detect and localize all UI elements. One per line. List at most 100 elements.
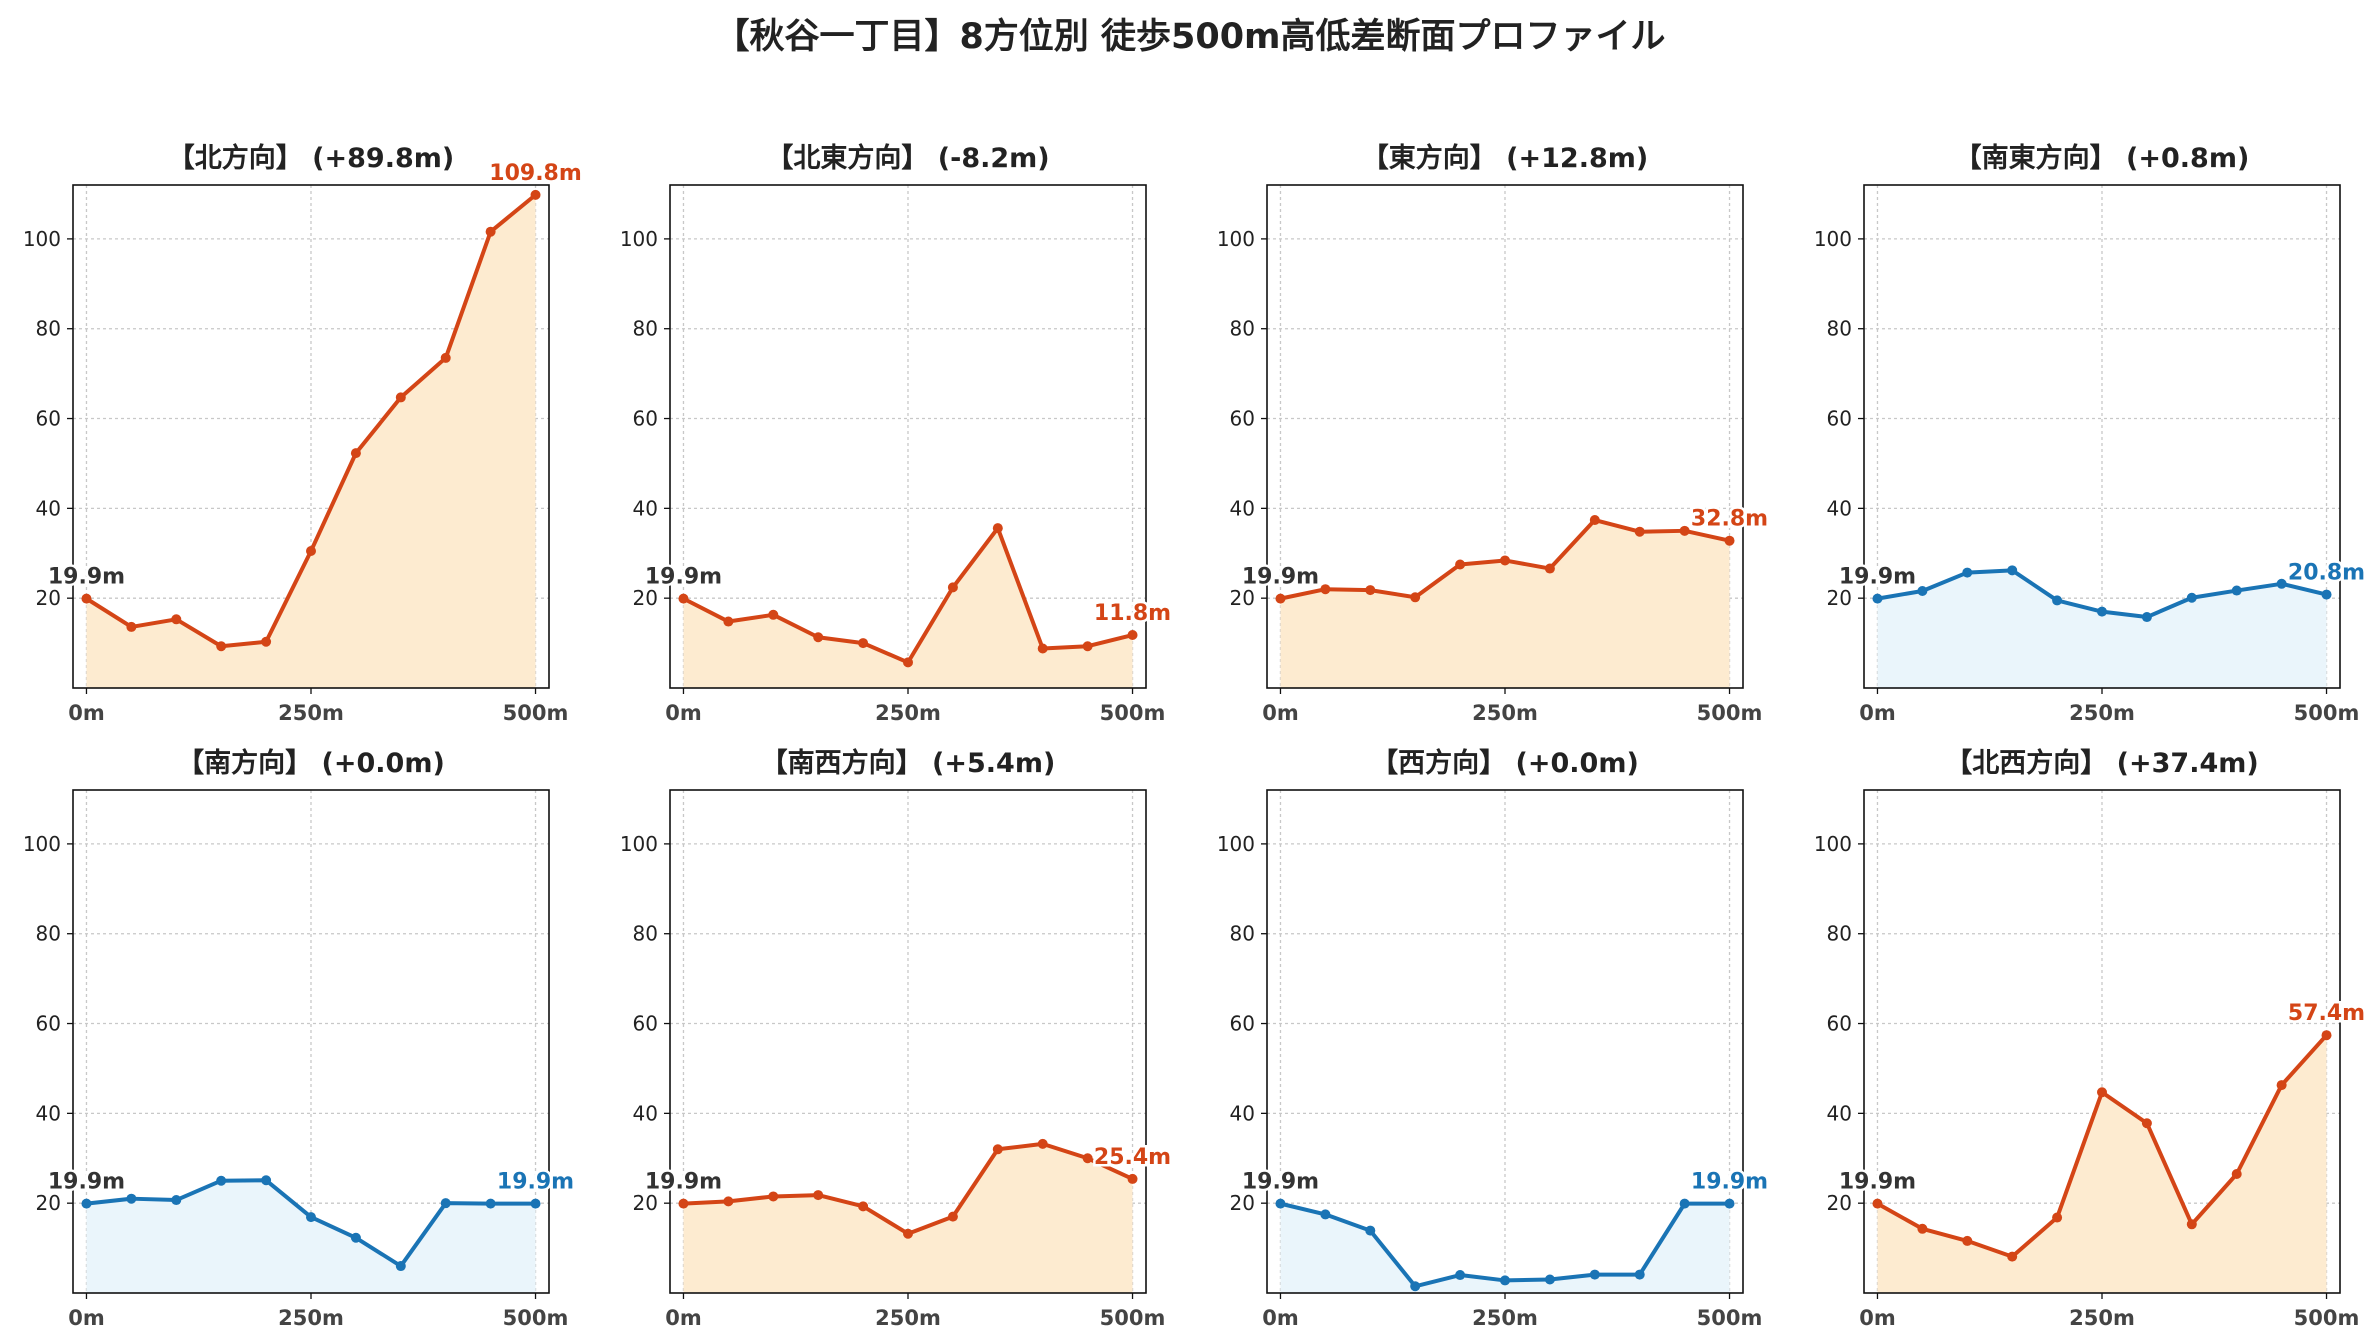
chart-panel-0: 20 40 60 80 100 0m 250m 500m 【北方向】 (+89.8m) 19.9m… xyxy=(23,142,584,725)
x-tick-label: 0m xyxy=(665,701,702,725)
chart-panel-4: 20 40 60 80 100 0m 250m 500m 【南方向】 (+0.0m) 19.9m 1… xyxy=(23,747,577,1330)
data-point xyxy=(678,593,689,604)
data-point xyxy=(768,1191,779,1202)
x-tick-label: 250m xyxy=(1472,701,1538,725)
data-point xyxy=(485,226,496,237)
data-point xyxy=(1962,1235,1973,1246)
end-value-label: 19.9m xyxy=(497,1170,574,1195)
data-point xyxy=(1634,1269,1645,1280)
x-tick-label: 500m xyxy=(1100,701,1166,725)
y-tick-label: 100 xyxy=(1217,832,1255,856)
data-point xyxy=(306,546,316,557)
x-tick-label: 0m xyxy=(68,701,105,725)
data-point xyxy=(678,1198,689,1209)
data-point xyxy=(2007,1251,2018,1262)
data-point xyxy=(1037,643,1048,654)
y-tick-label: 60 xyxy=(1827,407,1852,431)
data-point xyxy=(1679,1198,1690,1209)
subplot-title: 【北方向】 (+89.8m) xyxy=(168,142,454,174)
subplot-title: 【南方向】 (+0.0m) xyxy=(177,747,445,779)
chart-panel-2: 20 40 60 80 100 0m 250m 500m 【東方向】 (+12.8m) 19.9m… xyxy=(1217,142,1771,725)
x-tick-label: 0m xyxy=(1262,1306,1299,1330)
start-value-label: 19.9m xyxy=(48,1170,125,1195)
x-tick-label: 500m xyxy=(1100,1306,1166,1330)
data-point xyxy=(1410,1281,1421,1292)
data-point xyxy=(216,641,227,652)
y-tick-label: 60 xyxy=(36,407,61,431)
data-point xyxy=(1082,1153,1093,1164)
x-tick-label: 500m xyxy=(1697,701,1763,725)
y-tick-label: 100 xyxy=(23,832,61,856)
data-point xyxy=(903,657,913,668)
area-fill xyxy=(683,1143,1133,1293)
y-tick-label: 100 xyxy=(1814,227,1852,251)
x-tick-label: 0m xyxy=(68,1306,105,1330)
data-point xyxy=(903,1228,913,1239)
data-point xyxy=(1544,1274,1555,1285)
y-tick-label: 60 xyxy=(1230,1012,1255,1036)
area-fill xyxy=(1280,520,1730,688)
x-tick-label: 250m xyxy=(2069,701,2135,725)
chart-panel-6: 20 40 60 80 100 0m 250m 500m 【西方向】 (+0.0m) 19.9m 1… xyxy=(1217,747,1771,1330)
subplot-title: 【北西方向】 (+37.4m) xyxy=(1945,747,2258,779)
data-point xyxy=(1962,567,1973,578)
x-tick-label: 0m xyxy=(1262,701,1299,725)
data-point xyxy=(2007,565,2018,576)
x-tick-label: 500m xyxy=(2294,701,2360,725)
y-tick-label: 20 xyxy=(36,1191,61,1215)
y-tick-label: 80 xyxy=(633,922,658,946)
x-tick-label: 500m xyxy=(503,701,569,725)
data-point xyxy=(306,1212,316,1223)
data-point xyxy=(1724,1198,1735,1209)
data-point xyxy=(992,1144,1003,1155)
x-tick-label: 250m xyxy=(875,1306,941,1330)
data-point xyxy=(1724,535,1735,546)
data-point xyxy=(1500,1275,1510,1286)
data-point xyxy=(768,609,779,620)
end-value-label: 11.8m xyxy=(1094,601,1171,626)
data-point xyxy=(81,1198,92,1209)
area-fill xyxy=(1877,570,2327,688)
data-point xyxy=(126,1193,137,1204)
subplot-title: 【東方向】 (+12.8m) xyxy=(1362,142,1648,174)
y-tick-label: 20 xyxy=(633,1191,658,1215)
subplot-title: 【南西方向】 (+5.4m) xyxy=(761,747,1056,779)
data-point xyxy=(1320,1209,1331,1220)
start-value-label: 19.9m xyxy=(1839,565,1916,590)
end-value-label: 20.8m xyxy=(2288,561,2365,586)
x-tick-label: 250m xyxy=(278,701,344,725)
data-point xyxy=(723,1196,734,1207)
y-tick-label: 20 xyxy=(1827,586,1852,610)
end-value-label: 32.8m xyxy=(1691,507,1768,532)
data-point xyxy=(216,1175,227,1186)
data-point xyxy=(1679,525,1690,536)
data-point xyxy=(485,1198,496,1209)
data-point xyxy=(858,1201,869,1212)
area-fill xyxy=(1280,1203,1730,1293)
data-point xyxy=(813,1190,824,1201)
area-fill xyxy=(683,528,1133,688)
data-point xyxy=(171,1195,182,1206)
y-tick-label: 20 xyxy=(1230,586,1255,610)
data-point xyxy=(1589,1269,1600,1280)
data-point xyxy=(2097,606,2107,617)
y-tick-label: 40 xyxy=(1230,1101,1255,1125)
start-value-label: 19.9m xyxy=(1242,1170,1319,1195)
data-point xyxy=(992,523,1003,534)
data-point xyxy=(440,1198,451,1209)
data-point xyxy=(530,189,541,200)
data-point xyxy=(350,1232,361,1243)
x-tick-label: 250m xyxy=(1472,1306,1538,1330)
y-tick-label: 80 xyxy=(1230,317,1255,341)
x-tick-label: 0m xyxy=(665,1306,702,1330)
data-point xyxy=(530,1198,541,1209)
x-tick-label: 250m xyxy=(875,701,941,725)
y-tick-label: 80 xyxy=(1230,922,1255,946)
y-tick-label: 100 xyxy=(620,832,658,856)
end-value-label: 19.9m xyxy=(1691,1170,1768,1195)
data-point xyxy=(947,1211,958,1222)
x-tick-label: 500m xyxy=(1697,1306,1763,1330)
data-point xyxy=(2321,589,2332,600)
data-point xyxy=(1872,1198,1883,1209)
